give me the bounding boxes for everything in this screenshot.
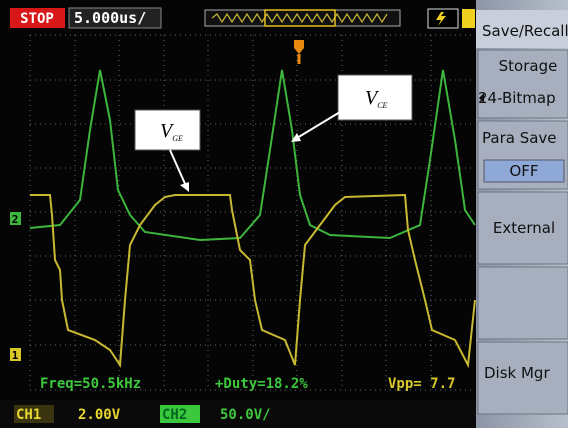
vce-sub: CE: [377, 101, 387, 110]
oscilloscope-screen: STOP 5.000us/ 2 1 VGE VCE Freq=50.5kHz +…: [0, 0, 568, 428]
menu-title: Save/Recall: [482, 22, 568, 40]
run-state: STOP: [20, 11, 54, 27]
measurement-vpp: Vpp= 7.7: [388, 376, 455, 392]
ch2-name: CH2: [162, 407, 187, 423]
ch2-scale: 50.0V/: [220, 407, 271, 423]
ch2-marker-label: 2: [12, 213, 19, 226]
menu-storage-value: 24-Bitmap: [478, 89, 556, 107]
menu-para-save-value: OFF: [509, 162, 538, 180]
ch1-name: CH1: [16, 407, 41, 423]
menu-disk-mgr-label: Disk Mgr: [484, 364, 550, 382]
menu-external-label: External: [493, 219, 555, 237]
menu-storage-label: Storage: [499, 57, 558, 75]
measurement-freq: Freq=50.5kHz: [40, 376, 141, 392]
vge-sub: GE: [172, 134, 183, 143]
menu-para-save-label: Para Save: [482, 129, 557, 147]
measurement-duty: +Duty=18.2%: [215, 376, 308, 392]
trigger-level: [462, 9, 475, 28]
ch1-scale: 2.00V: [78, 407, 121, 423]
ch1-marker-label: 1: [12, 349, 19, 362]
menu-empty: [478, 267, 568, 339]
timebase: 5.000us/: [74, 9, 146, 27]
